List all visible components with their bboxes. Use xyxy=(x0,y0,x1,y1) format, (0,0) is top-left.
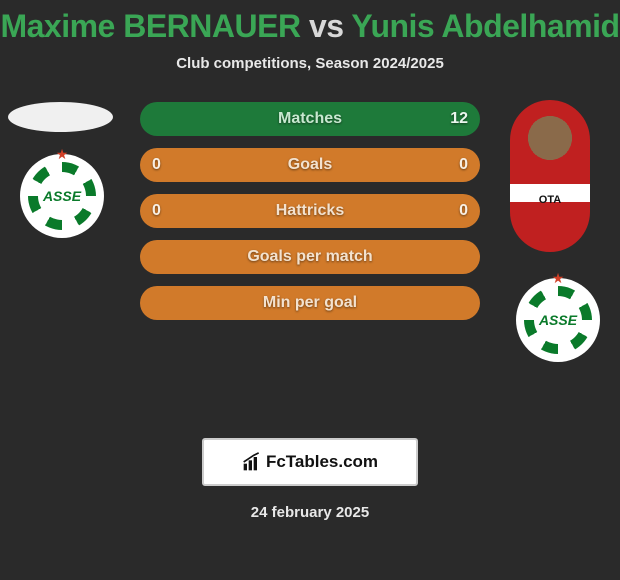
stat-value-right: 0 xyxy=(459,202,468,220)
vs-text: vs xyxy=(309,8,344,44)
player1-photo xyxy=(8,102,113,132)
stat-value-left: 0 xyxy=(152,202,161,220)
stat-value-right: 12 xyxy=(450,110,468,128)
stat-row: 0 Hattricks 0 xyxy=(140,194,480,228)
club-badge-text: ASSE xyxy=(539,312,577,328)
stat-row: Matches 12 xyxy=(140,102,480,136)
stat-row: Goals per match xyxy=(140,240,480,274)
comparison-panel: ★ ASSE OTA ★ ASSE Matches 12 0 Goals 0 0 Hattr… xyxy=(0,102,620,392)
club-badge-inner: ASSE xyxy=(28,162,96,230)
stat-label: Matches xyxy=(278,110,342,128)
date-text: 24 february 2025 xyxy=(0,504,620,521)
club-badge-text: ASSE xyxy=(43,188,81,204)
stat-label: Goals xyxy=(288,156,332,174)
player2-name: Yunis Abdelhamid xyxy=(351,8,619,44)
stat-label: Goals per match xyxy=(247,248,372,266)
page-title: Maxime BERNAUER vs Yunis Abdelhamid xyxy=(0,0,620,45)
star-icon: ★ xyxy=(552,270,565,287)
player1-club-logo: ★ ASSE xyxy=(20,154,104,238)
player2-club-logo: ★ ASSE xyxy=(516,278,600,362)
player1-name: Maxime BERNAUER xyxy=(0,8,300,44)
stat-row: Min per goal xyxy=(140,286,480,320)
stat-label: Min per goal xyxy=(263,294,357,312)
stat-row: 0 Goals 0 xyxy=(140,148,480,182)
stat-value-right: 0 xyxy=(459,156,468,174)
stat-value-left: 0 xyxy=(152,156,161,174)
chart-icon xyxy=(242,452,262,472)
club-badge-inner: ASSE xyxy=(524,286,592,354)
brand-badge: FcTables.com xyxy=(202,438,418,486)
stat-label: Hattricks xyxy=(276,202,344,220)
star-icon: ★ xyxy=(56,146,69,163)
jersey-sponsor-text: OTA xyxy=(510,194,590,206)
brand-text: FcTables.com xyxy=(266,452,378,472)
subtitle: Club competitions, Season 2024/2025 xyxy=(0,55,620,72)
stats-list: Matches 12 0 Goals 0 0 Hattricks 0 Goals per mat… xyxy=(140,102,480,332)
player2-photo: OTA xyxy=(510,100,590,252)
